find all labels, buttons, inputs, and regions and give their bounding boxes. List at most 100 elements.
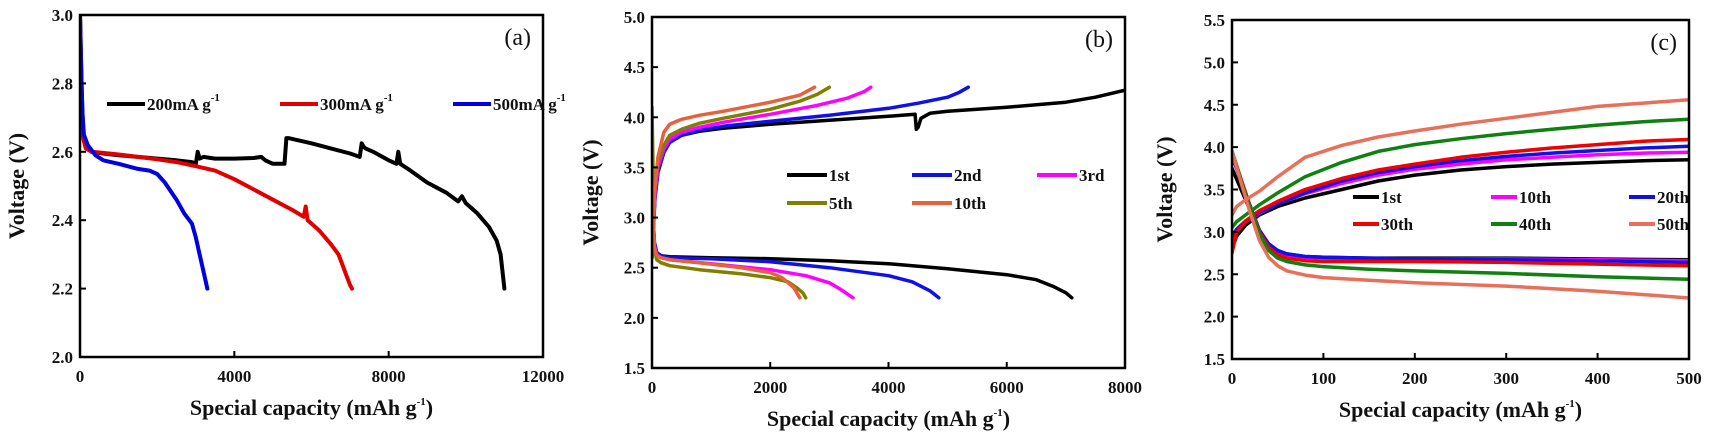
legend: 1st 2nd 3rd 5th 10th bbox=[787, 166, 1105, 213]
plot-lines bbox=[652, 85, 1125, 300]
legend-item: 40th bbox=[1491, 215, 1552, 234]
y-axis-title: Voltage (V) bbox=[578, 139, 603, 245]
y-tick-label: 5.0 bbox=[624, 8, 645, 27]
legend-item: 30th bbox=[1353, 215, 1414, 234]
legend-label: 5th bbox=[829, 194, 853, 213]
x-tick-label: 6000 bbox=[990, 378, 1024, 397]
legend-label: 40th bbox=[1519, 215, 1552, 234]
series-1st-discharge-line bbox=[1232, 166, 1689, 262]
legend-label: 10th bbox=[1519, 188, 1552, 207]
legend-item: 300mA g-1 bbox=[280, 92, 393, 114]
series-1st-charge-line bbox=[652, 88, 1125, 250]
series-5th-discharge-line bbox=[652, 195, 808, 300]
series-300ma-g-line bbox=[80, 15, 354, 291]
legend-label: 1st bbox=[1381, 188, 1402, 207]
x-tick-label: 300 bbox=[1493, 369, 1519, 388]
legend-item: 50th bbox=[1629, 215, 1690, 234]
y-tick-label: 2.4 bbox=[52, 211, 74, 230]
x-axis-title-main: Special capacity (mAh g bbox=[767, 406, 994, 431]
x-tick-label: 0 bbox=[1228, 369, 1237, 388]
legend-item: 2nd bbox=[912, 166, 982, 185]
legend-label: 3rd bbox=[1079, 166, 1105, 185]
x-axis-title-main: Special capacity (mAh g bbox=[190, 395, 417, 420]
legend-item: 10th bbox=[912, 194, 987, 213]
legend-item: 5th bbox=[787, 194, 853, 213]
series-3rd-discharge-line bbox=[652, 195, 855, 300]
legend-label: 50th bbox=[1657, 215, 1690, 234]
x-tick-label: 500 bbox=[1676, 369, 1702, 388]
panel-c: 0 100 200 300 400 500 1.5 2.0 2.5 3.0 3.5 4.0 4.5 5.0… bbox=[1152, 11, 1702, 422]
legend-item: 3rd bbox=[1037, 166, 1105, 185]
legend-label-sup: -1 bbox=[384, 92, 393, 104]
y-tick-label: 2.2 bbox=[52, 280, 73, 299]
y-tick-label: 3.5 bbox=[624, 158, 645, 177]
series-1st-discharge-line bbox=[652, 195, 1074, 300]
y-tick-label: 2.5 bbox=[624, 259, 645, 278]
y-tick-label: 1.5 bbox=[624, 359, 645, 378]
y-tick-label: 2.0 bbox=[52, 348, 73, 367]
y-tick-label: 3.0 bbox=[1204, 223, 1225, 242]
plot-lines bbox=[80, 15, 507, 291]
legend-label-main: 500mA g bbox=[493, 95, 557, 114]
legend-item: 500mA g-1 bbox=[453, 92, 566, 114]
legend-label: 10th bbox=[954, 194, 987, 213]
x-tick-label: 4000 bbox=[872, 378, 906, 397]
series-2nd-charge-line bbox=[652, 85, 971, 260]
legend-label-main: 200mA g bbox=[147, 95, 211, 114]
legend-item: 20th bbox=[1629, 188, 1690, 207]
y-tick-label: 4.0 bbox=[1204, 138, 1225, 157]
x-axis-title: Special capacity (mAh g-1) bbox=[767, 406, 1010, 431]
y-tick-label: 4.5 bbox=[1204, 96, 1225, 115]
x-axis-title-sup: -1 bbox=[417, 396, 426, 408]
y-tick-label: 2.0 bbox=[624, 309, 645, 328]
panel-a: 0 4000 8000 12000 2.0 2.2 2.4 2.6 2.8 3.0 Special … bbox=[4, 6, 566, 420]
plot-lines bbox=[1232, 97, 1689, 300]
y-axis-title: Voltage (V) bbox=[1152, 136, 1177, 242]
x-tick-label: 2000 bbox=[753, 378, 787, 397]
y-tick-label: 4.0 bbox=[624, 108, 645, 127]
series-10th-discharge-line bbox=[652, 195, 802, 300]
legend-item: 1st bbox=[787, 166, 850, 185]
x-tick-label: 8000 bbox=[1108, 378, 1142, 397]
series-50th-charge-line bbox=[1232, 97, 1689, 217]
legend: 200mA g-1 300mA g-1 500mA g-1 bbox=[107, 92, 566, 114]
legend-label: 200mA g-1 bbox=[147, 92, 220, 114]
legend-item: 1st bbox=[1353, 188, 1402, 207]
panel-b: 0 2000 4000 6000 8000 1.5 2.0 2.5 3.0 3.5 4.0 4.5 5.… bbox=[578, 8, 1142, 431]
y-tick-label: 5.0 bbox=[1204, 53, 1225, 72]
series-1st-charge-line bbox=[1232, 158, 1689, 251]
x-tick-label: 200 bbox=[1402, 369, 1428, 388]
panel-label: (b) bbox=[1085, 27, 1113, 53]
x-axis-title-sup: -1 bbox=[1566, 398, 1575, 410]
y-tick-label: 2.0 bbox=[1204, 308, 1225, 327]
legend-label-main: 300mA g bbox=[320, 95, 384, 114]
legend-item: 10th bbox=[1491, 188, 1552, 207]
series-40th-charge-line bbox=[1232, 117, 1689, 230]
y-tick-label: 5.5 bbox=[1204, 11, 1225, 30]
legend-label-sup: -1 bbox=[557, 92, 566, 104]
legend-label: 300mA g-1 bbox=[320, 92, 393, 114]
y-tick-label: 1.5 bbox=[1204, 350, 1225, 369]
legend-label-sup: -1 bbox=[211, 92, 220, 104]
plot-frame bbox=[78, 13, 545, 359]
x-tick-label: 0 bbox=[76, 367, 85, 386]
y-tick-label: 3.0 bbox=[624, 209, 645, 228]
legend-label: 30th bbox=[1381, 215, 1414, 234]
legend-item: 200mA g-1 bbox=[107, 92, 220, 114]
x-axis-title-close: ) bbox=[1575, 397, 1582, 422]
series-500ma-g-line bbox=[80, 15, 210, 291]
y-tick-label: 4.5 bbox=[624, 58, 645, 77]
y-tick-label: 2.6 bbox=[52, 143, 73, 162]
x-tick-label: 0 bbox=[648, 378, 657, 397]
y-axis-title: Voltage (V) bbox=[4, 133, 29, 239]
legend-label: 500mA g-1 bbox=[493, 92, 566, 114]
x-axis-title-sup: -1 bbox=[994, 407, 1003, 419]
legend-label: 1st bbox=[829, 166, 850, 185]
x-tick-label: 400 bbox=[1585, 369, 1611, 388]
y-tick-label: 3.5 bbox=[1204, 181, 1225, 200]
panel-label: (a) bbox=[504, 25, 531, 51]
x-axis-title-main: Special capacity (mAh g bbox=[1339, 397, 1566, 422]
legend-label: 20th bbox=[1657, 188, 1690, 207]
series-50th-discharge-line bbox=[1232, 149, 1689, 300]
